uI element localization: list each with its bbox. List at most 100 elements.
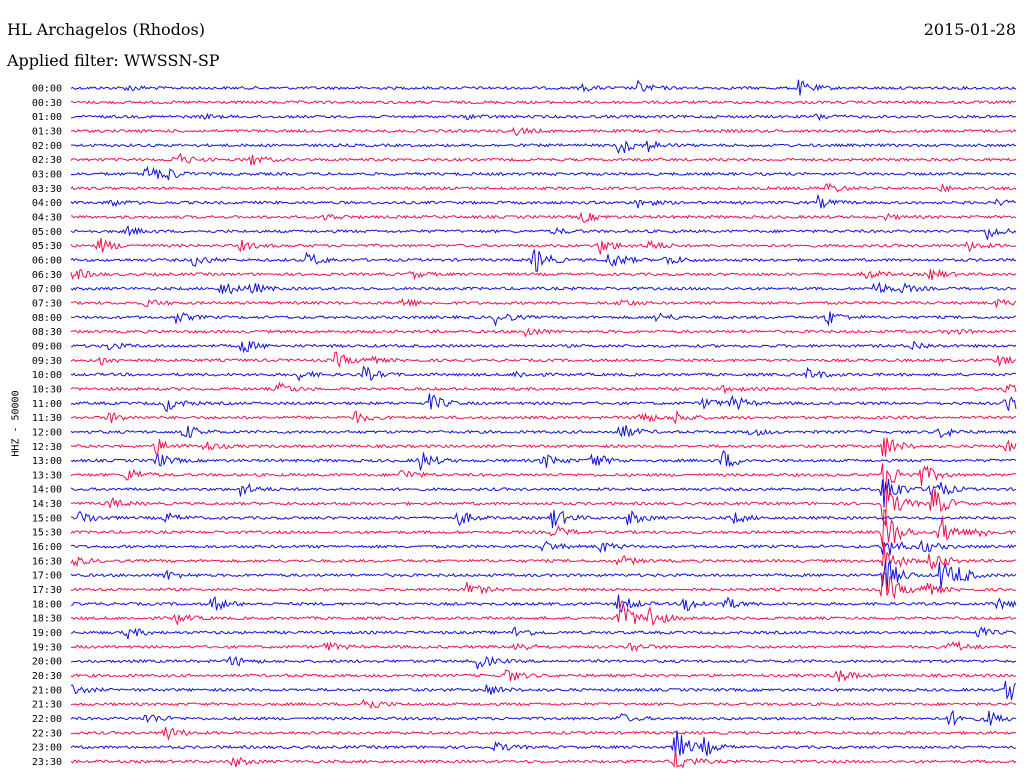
time-tick-label: 22:30 [32,728,62,739]
trace-line [70,727,1017,741]
trace-line [70,543,1017,571]
time-tick-label: 19:30 [32,642,62,653]
trace-line [70,193,1017,209]
time-tick-label: 23:30 [32,757,62,768]
time-tick-label: 03:00 [32,169,62,180]
trace-line [71,485,1017,527]
trace-line [70,182,1017,193]
date-label: 2015-01-28 [923,20,1016,39]
time-tick-label: 15:00 [32,513,62,524]
time-tick-label: 10:00 [32,370,62,381]
time-tick-label: 02:00 [32,141,62,152]
time-tick-label: 14:00 [32,485,62,496]
trace-line [70,281,1017,295]
trace-line [70,626,1017,640]
trace-line [70,709,1017,727]
trace-line [70,140,1016,155]
time-tick-label: 13:30 [32,470,62,481]
time-tick-label: 04:30 [32,212,62,223]
time-tick-label: 12:30 [32,442,62,453]
time-tick-label: 16:30 [32,556,62,567]
time-tick-label: 08:30 [32,327,62,338]
trace-line [70,478,1017,508]
time-tick-label: 21:00 [32,685,62,696]
trace-line [70,730,1017,757]
time-tick-label: 01:30 [32,126,62,137]
trace-line [70,297,1017,308]
trace-line [70,655,1017,670]
trace-line [70,126,1017,137]
time-tick-label: 05:30 [32,241,62,252]
tick-labels-group: 00:00 00:30 01:00 01:30 02:00 02:30 03:00 03:30… [32,84,62,769]
time-tick-label: 11:00 [32,399,62,410]
traces-group [70,79,1017,769]
trace-line [70,509,1017,529]
time-tick-label: 17:30 [32,585,62,596]
trace-line [70,449,1017,471]
trace-line [70,425,1017,439]
trace-line [70,463,1017,494]
time-tick-label: 15:30 [32,528,62,539]
time-tick-label: 13:00 [32,456,62,467]
trace-line [70,594,1017,613]
time-tick-label: 05:00 [32,227,62,238]
trace-line [70,268,1017,281]
trace-line [70,600,1017,627]
trace-line [70,79,1017,96]
trace-line [70,669,1017,683]
trace-line [70,249,1017,272]
trace-line [70,152,1017,166]
trace-line [70,340,1017,354]
time-tick-label: 17:00 [32,571,62,582]
time-tick-label: 23:00 [32,743,62,754]
time-tick-label: 16:00 [32,542,62,553]
time-tick-label: 14:30 [32,499,62,510]
trace-line [70,749,1017,769]
time-tick-label: 11:30 [32,413,62,424]
time-tick-label: 07:30 [32,298,62,309]
time-tick-label: 18:00 [32,599,62,610]
trace-line [70,681,1017,701]
time-tick-label: 12:00 [32,427,62,438]
trace-line [70,165,1017,181]
station-title: HL Archagelos (Rhodos) [7,20,205,39]
trace-line [70,237,1017,255]
time-tick-label: 06:30 [32,270,62,281]
trace-line [70,509,1017,547]
time-tick-label: 03:30 [32,184,62,195]
trace-line [70,365,1017,382]
time-tick-label: 00:30 [32,98,62,109]
trace-line [70,640,1017,653]
trace-line [70,381,1017,395]
trace-line [70,437,1017,457]
time-tick-label: 20:00 [32,657,62,668]
trace-line [70,539,1017,556]
trace-line [70,224,1017,240]
trace-line [70,570,1017,600]
trace-line [70,409,1017,425]
time-tick-label: 08:00 [32,313,62,324]
time-tick-label: 02:30 [32,155,62,166]
trace-line [70,559,1017,593]
trace-line [70,311,1017,327]
time-tick-label: 06:00 [32,255,62,266]
trace-line [70,327,1017,338]
time-tick-label: 04:00 [32,198,62,209]
trace-line [70,698,1017,710]
time-tick-label: 09:30 [32,356,62,367]
time-tick-label: 10:30 [32,384,62,395]
time-tick-label: 18:30 [32,614,62,625]
time-tick-label: 19:00 [32,628,62,639]
trace-line [70,351,1017,368]
time-tick-label: 01:00 [32,112,62,123]
time-tick-label: 00:00 [32,84,62,95]
time-tick-label: 20:30 [32,671,62,682]
time-tick-label: 09:00 [32,341,62,352]
trace-line [70,211,1017,223]
trace-line [70,112,1017,122]
time-tick-label: 07:00 [32,284,62,295]
filter-label: Applied filter: WWSSN-SP [7,51,220,70]
time-tick-label: 22:00 [32,714,62,725]
time-tick-label: 21:30 [32,700,62,711]
